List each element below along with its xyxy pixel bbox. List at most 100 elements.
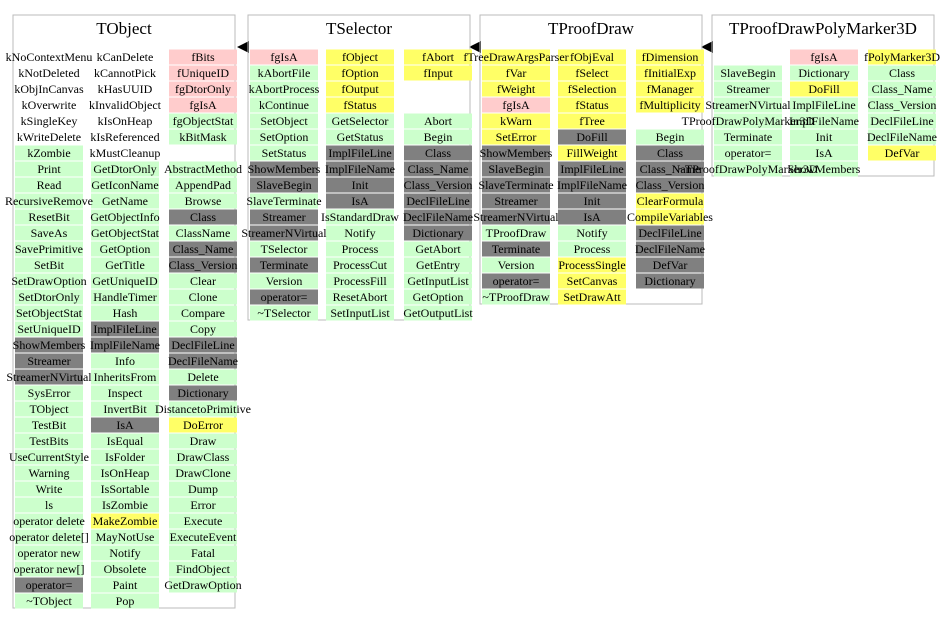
- member-label: Notify: [576, 226, 607, 240]
- member-label: Draw: [190, 434, 217, 448]
- member-cell: [326, 225, 394, 241]
- member-cell: [15, 177, 83, 193]
- member-cell: [714, 81, 782, 97]
- member-cell: [558, 129, 626, 145]
- member-label: SetDrawAtt: [563, 290, 621, 304]
- member-label: operator=: [725, 146, 772, 160]
- member-label: kWriteDelete: [17, 130, 81, 144]
- member-label: Class_Name: [872, 82, 933, 96]
- member-label: SetBit: [34, 258, 65, 272]
- member-cell: [91, 129, 159, 145]
- member-label: kMustCleanup: [90, 146, 161, 160]
- member-cell: [326, 305, 394, 321]
- member-label: Inspect: [108, 386, 143, 400]
- member-label: Abort: [424, 114, 453, 128]
- member-cell: [250, 113, 318, 129]
- member-cell: [482, 289, 550, 305]
- member-cell: [169, 417, 237, 433]
- member-cell: [91, 241, 159, 257]
- member-cell: [482, 161, 550, 177]
- member-label: SysError: [28, 386, 71, 400]
- member-label: IsA: [583, 210, 601, 224]
- member-label: fAbort: [422, 50, 455, 64]
- member-cell: [558, 273, 626, 289]
- member-label: GetOption: [100, 242, 151, 256]
- member-cell: [15, 145, 83, 161]
- member-cell: [404, 193, 472, 209]
- member-cell: [250, 209, 318, 225]
- member-cell: [636, 49, 704, 65]
- member-label: GetSelector: [332, 114, 389, 128]
- member-label: GetAbort: [415, 242, 461, 256]
- member-label: DeclFileName: [867, 130, 937, 144]
- member-label: Error: [190, 498, 215, 512]
- member-cell: [326, 145, 394, 161]
- member-label: fgDtorOnly: [175, 82, 231, 96]
- member-label: InheritsFrom: [94, 370, 157, 384]
- member-label: StreamerNVirtual: [473, 210, 559, 224]
- member-label: Dictionary: [177, 386, 228, 400]
- class-name: TObject: [96, 19, 152, 38]
- member-cell: [91, 529, 159, 545]
- member-cell: [91, 65, 159, 81]
- member-cell: [15, 497, 83, 513]
- member-cell: [91, 401, 159, 417]
- member-label: UseCurrentStyle: [9, 450, 89, 464]
- member-label: Notify: [344, 226, 375, 240]
- member-cell: [91, 257, 159, 273]
- member-cell: [714, 161, 782, 177]
- member-label: SetStatus: [262, 146, 307, 160]
- member-label: Pop: [116, 594, 135, 608]
- member-cell: [91, 337, 159, 353]
- member-cell: [91, 289, 159, 305]
- member-cell: [250, 193, 318, 209]
- member-label: SetDtorOnly: [18, 290, 79, 304]
- member-label: HandleTimer: [93, 290, 157, 304]
- member-label: ImplFileLine: [93, 322, 156, 336]
- member-label: Class_Version: [404, 178, 473, 192]
- member-cell: [169, 529, 237, 545]
- member-label: Obsolete: [104, 562, 147, 576]
- member-label: Hash: [113, 306, 138, 320]
- member-cell: [326, 81, 394, 97]
- member-cell: [790, 129, 858, 145]
- member-label: Process: [342, 242, 379, 256]
- member-cell: [91, 161, 159, 177]
- member-label: IsA: [351, 194, 369, 208]
- member-cell: [169, 449, 237, 465]
- member-label: kAbortFile: [258, 66, 311, 80]
- member-cell: [714, 129, 782, 145]
- member-label: fgIsA: [502, 98, 530, 112]
- member-cell: [558, 113, 626, 129]
- member-cell: [790, 161, 858, 177]
- member-label: DrawClone: [175, 466, 230, 480]
- member-cell: [482, 177, 550, 193]
- member-cell: [404, 113, 472, 129]
- member-label: Streamer: [494, 194, 537, 208]
- member-label: ShowMembers: [13, 338, 86, 352]
- member-cell: [91, 369, 159, 385]
- member-cell: [169, 81, 237, 97]
- member-label: IsStandardDraw: [321, 210, 399, 224]
- member-label: ImplFileName: [557, 178, 627, 192]
- member-label: DeclFileLine: [171, 338, 234, 352]
- member-cell: [636, 145, 704, 161]
- member-label: kContinue: [259, 98, 309, 112]
- member-cell: [404, 257, 472, 273]
- member-cell: [482, 65, 550, 81]
- member-label: kInvalidObject: [89, 98, 162, 112]
- member-label: SavePrimitive: [15, 242, 83, 256]
- member-label: MakeZombie: [93, 514, 158, 528]
- member-label: IsZombie: [102, 498, 148, 512]
- member-label: Process: [574, 242, 611, 256]
- member-label: Class_Version: [169, 258, 238, 272]
- member-label: IsEqual: [107, 434, 144, 448]
- member-label: ImplFileLine: [560, 162, 623, 176]
- member-cell: [169, 49, 237, 65]
- member-label: fUniqueID: [177, 66, 229, 80]
- member-label: ProcessFill: [333, 274, 387, 288]
- member-label: TProofDraw: [486, 226, 547, 240]
- member-label: DefVar: [653, 258, 688, 272]
- member-cell: [250, 161, 318, 177]
- member-label: ImplFileLine: [328, 146, 391, 160]
